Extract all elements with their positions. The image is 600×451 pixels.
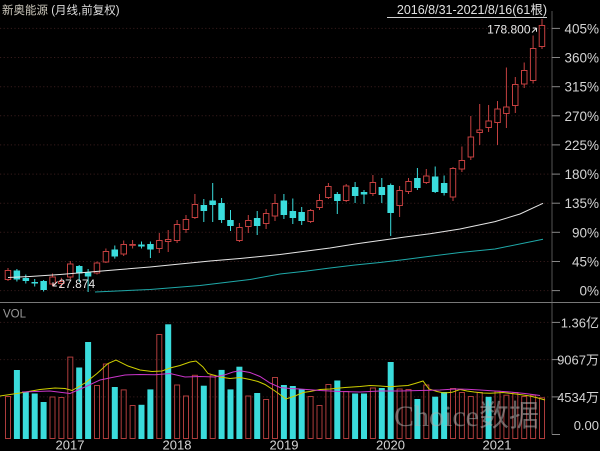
svg-text:2017: 2017 [56, 438, 85, 451]
svg-text:0%: 0% [579, 284, 599, 299]
svg-text:405%: 405% [564, 21, 599, 36]
svg-text:2019: 2019 [270, 438, 299, 451]
svg-text:45%: 45% [572, 255, 599, 270]
svg-text:27.874: 27.874 [59, 277, 96, 291]
svg-text:2021: 2021 [483, 438, 512, 451]
svg-text:1.36亿: 1.36亿 [561, 315, 599, 330]
svg-text:VOL: VOL [3, 309, 27, 321]
svg-text:178.800: 178.800 [487, 23, 531, 37]
svg-text:新奥能源 (月线,前复权): 新奥能源 (月线,前复权) [2, 3, 120, 17]
svg-text:225%: 225% [564, 138, 599, 153]
svg-text:0.00: 0.00 [574, 418, 599, 433]
svg-text:315%: 315% [564, 80, 599, 95]
svg-text:135%: 135% [564, 196, 599, 211]
svg-text:180%: 180% [564, 167, 599, 182]
svg-text:Choice数据: Choice数据 [394, 400, 539, 433]
svg-text:9067万: 9067万 [557, 353, 599, 368]
svg-text:270%: 270% [564, 109, 599, 124]
svg-text:4534万: 4534万 [557, 390, 599, 405]
svg-text:90%: 90% [572, 225, 599, 240]
svg-text:2018: 2018 [163, 438, 192, 451]
svg-text:2020: 2020 [376, 438, 405, 451]
svg-text:360%: 360% [564, 51, 599, 66]
svg-text:2016/8/31-2021/8/16(61根): 2016/8/31-2021/8/16(61根) [397, 3, 547, 17]
